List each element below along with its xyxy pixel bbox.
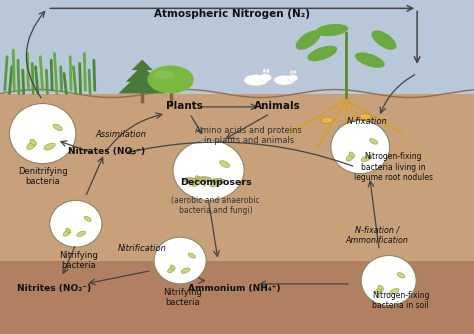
Ellipse shape — [346, 154, 354, 161]
Ellipse shape — [84, 216, 91, 221]
Ellipse shape — [211, 178, 225, 183]
Ellipse shape — [188, 253, 195, 258]
Text: Nitrites (NO₂⁻): Nitrites (NO₂⁻) — [18, 285, 91, 293]
Ellipse shape — [359, 114, 371, 120]
Ellipse shape — [266, 69, 269, 73]
Ellipse shape — [369, 139, 377, 144]
Text: Atmospheric Nitrogen (N₂): Atmospheric Nitrogen (N₂) — [154, 9, 310, 19]
Ellipse shape — [210, 180, 222, 187]
Ellipse shape — [345, 130, 356, 137]
Ellipse shape — [331, 120, 390, 174]
Text: Denitrifying
bacteria: Denitrifying bacteria — [18, 167, 67, 186]
Bar — [0, 261, 474, 334]
Ellipse shape — [173, 140, 244, 200]
Text: Nitrification: Nitrification — [118, 244, 167, 253]
Bar — [0, 0, 474, 94]
Ellipse shape — [288, 74, 298, 81]
Ellipse shape — [147, 65, 194, 94]
Ellipse shape — [181, 268, 190, 273]
Text: N-fixation /
Ammonification: N-fixation / Ammonification — [346, 226, 408, 245]
Ellipse shape — [77, 231, 86, 236]
Ellipse shape — [378, 285, 383, 290]
Ellipse shape — [27, 142, 36, 150]
Ellipse shape — [291, 70, 293, 74]
Ellipse shape — [263, 69, 265, 73]
Ellipse shape — [154, 237, 206, 284]
Ellipse shape — [361, 256, 416, 306]
Ellipse shape — [321, 117, 333, 124]
Text: Plants: Plants — [166, 101, 203, 111]
Text: Nitrogen-fixing
bacteria living in
legume root nodules: Nitrogen-fixing bacteria living in legum… — [354, 152, 433, 182]
Text: Ammonium (NH₄⁺): Ammonium (NH₄⁺) — [188, 285, 281, 293]
Text: Nitrogen-fixing
bacteria in soil: Nitrogen-fixing bacteria in soil — [372, 291, 429, 310]
Ellipse shape — [375, 287, 383, 294]
Ellipse shape — [66, 228, 71, 233]
Text: Animals: Animals — [254, 101, 301, 111]
Ellipse shape — [44, 143, 55, 150]
Ellipse shape — [196, 177, 211, 182]
Ellipse shape — [191, 178, 201, 186]
Ellipse shape — [170, 265, 175, 270]
Ellipse shape — [307, 46, 337, 61]
Ellipse shape — [361, 155, 372, 162]
Text: Decomposers: Decomposers — [180, 178, 252, 186]
Ellipse shape — [349, 152, 355, 157]
Ellipse shape — [183, 178, 196, 182]
Ellipse shape — [259, 74, 271, 81]
Bar — [0, 94, 474, 334]
Ellipse shape — [390, 289, 399, 294]
Ellipse shape — [315, 24, 348, 36]
Ellipse shape — [50, 200, 102, 247]
Ellipse shape — [372, 30, 396, 50]
Ellipse shape — [53, 124, 62, 131]
Ellipse shape — [30, 139, 36, 145]
Ellipse shape — [168, 267, 175, 273]
Text: Nitrates (NO₃⁻): Nitrates (NO₃⁻) — [68, 148, 145, 156]
Ellipse shape — [220, 161, 229, 168]
Ellipse shape — [195, 176, 202, 182]
Polygon shape — [126, 65, 159, 82]
Ellipse shape — [154, 70, 174, 79]
Text: (aerobic and anaerobic
bacteria,and fungi): (aerobic and anaerobic bacteria,and fung… — [172, 196, 260, 215]
Text: Assimilation: Assimilation — [95, 130, 146, 139]
Text: Nitrifying
bacteria: Nitrifying bacteria — [59, 251, 98, 270]
Text: Nitrifying
bacteria: Nitrifying bacteria — [163, 288, 202, 307]
Text: N-fixation: N-fixation — [347, 118, 388, 126]
Text: Amino acids and proteins
in plants and animals: Amino acids and proteins in plants and a… — [195, 126, 302, 145]
Ellipse shape — [9, 104, 76, 164]
Polygon shape — [131, 59, 153, 70]
Ellipse shape — [244, 75, 268, 86]
Ellipse shape — [355, 52, 385, 68]
Ellipse shape — [296, 30, 320, 50]
Ellipse shape — [294, 70, 296, 74]
Ellipse shape — [64, 230, 71, 236]
Ellipse shape — [397, 273, 405, 278]
Polygon shape — [118, 70, 166, 94]
Ellipse shape — [274, 75, 295, 85]
